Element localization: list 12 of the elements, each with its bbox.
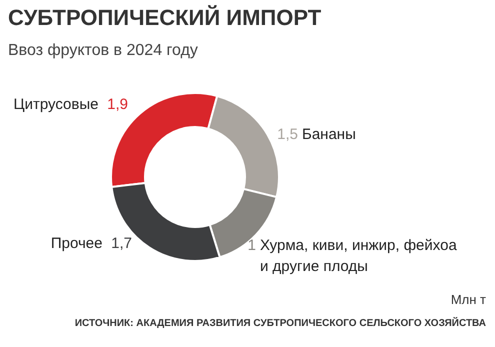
slice-label: Хурма, киви, инжир, фейхоа и другие плоды (260, 237, 458, 275)
slice-label: Цитрусовые (14, 96, 98, 113)
data-label: 1 (248, 237, 256, 254)
data-label: 1,9 (107, 96, 128, 113)
chart-subtitle: Ввоз фруктов в 2024 году (8, 42, 198, 59)
slice-label: Прочее (50, 235, 102, 252)
slice-label: Бананы (302, 126, 356, 143)
chart-title: СУБТРОПИЧЕСКИЙ ИМПОРТ (8, 5, 322, 30)
data-label: 1,7 (111, 235, 132, 252)
data-label: 1,5 (277, 126, 298, 143)
text: Млн т (450, 292, 486, 307)
text: ИСТОЧНИК: АКАДЕМИЯ РАЗВИТИЯ СУБТРОПИЧЕСКОГО СЕЛЬСКОГО ХОЗЯЙСТВА (74, 316, 486, 329)
